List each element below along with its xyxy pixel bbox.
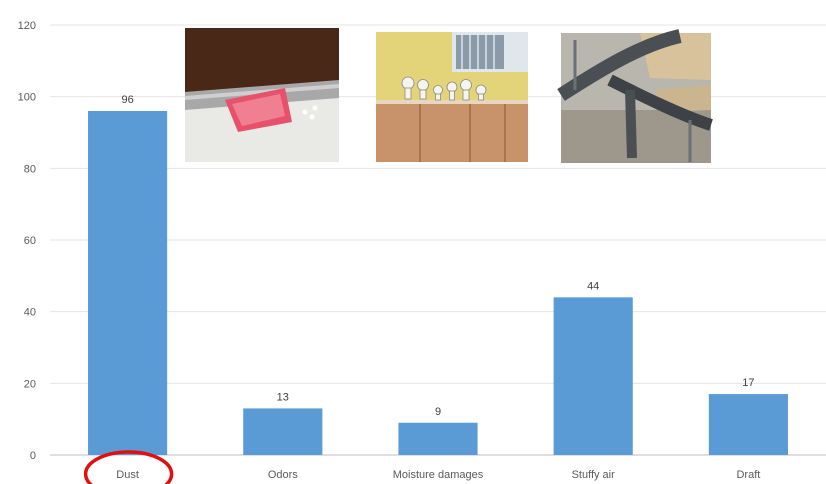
y-tick-label: 120	[18, 20, 36, 32]
x-category-label: Moisture damages	[393, 469, 484, 481]
bar-moisture-damages	[398, 422, 478, 455]
data-label: 17	[742, 377, 754, 389]
data-label: 13	[277, 391, 289, 403]
y-tick-label: 60	[24, 235, 36, 247]
photo-light-bulbs	[376, 32, 528, 162]
photo-wall-tape	[185, 28, 339, 162]
x-category-label: Dust	[116, 469, 139, 481]
highlight-circle	[83, 450, 174, 484]
x-category-label: Stuffy air	[572, 469, 616, 481]
data-labels: 96 13 9 44 17	[121, 94, 754, 418]
y-tick-label: 40	[24, 307, 36, 319]
bar-dust	[88, 111, 168, 455]
bars	[88, 111, 788, 455]
data-label: 96	[121, 94, 133, 106]
x-category-label: Odors	[268, 469, 298, 481]
y-tick-label: 20	[24, 378, 36, 390]
data-label: 44	[587, 280, 599, 292]
y-tick-label: 0	[30, 450, 36, 462]
y-tick-label: 80	[24, 163, 36, 175]
bar-draft	[708, 394, 788, 455]
y-tick-label: 100	[18, 92, 36, 104]
bar-stuffy-air	[553, 297, 633, 455]
y-axis-ticks: 0 20 40 60 80 100 120	[18, 20, 36, 462]
photo-classroom-furniture	[557, 29, 713, 163]
data-label: 9	[435, 406, 441, 418]
x-axis-categories: Dust Odors Moisture damages Stuffy air Draft	[116, 469, 760, 481]
bar-odors	[243, 408, 323, 455]
x-category-label: Draft	[736, 469, 760, 481]
